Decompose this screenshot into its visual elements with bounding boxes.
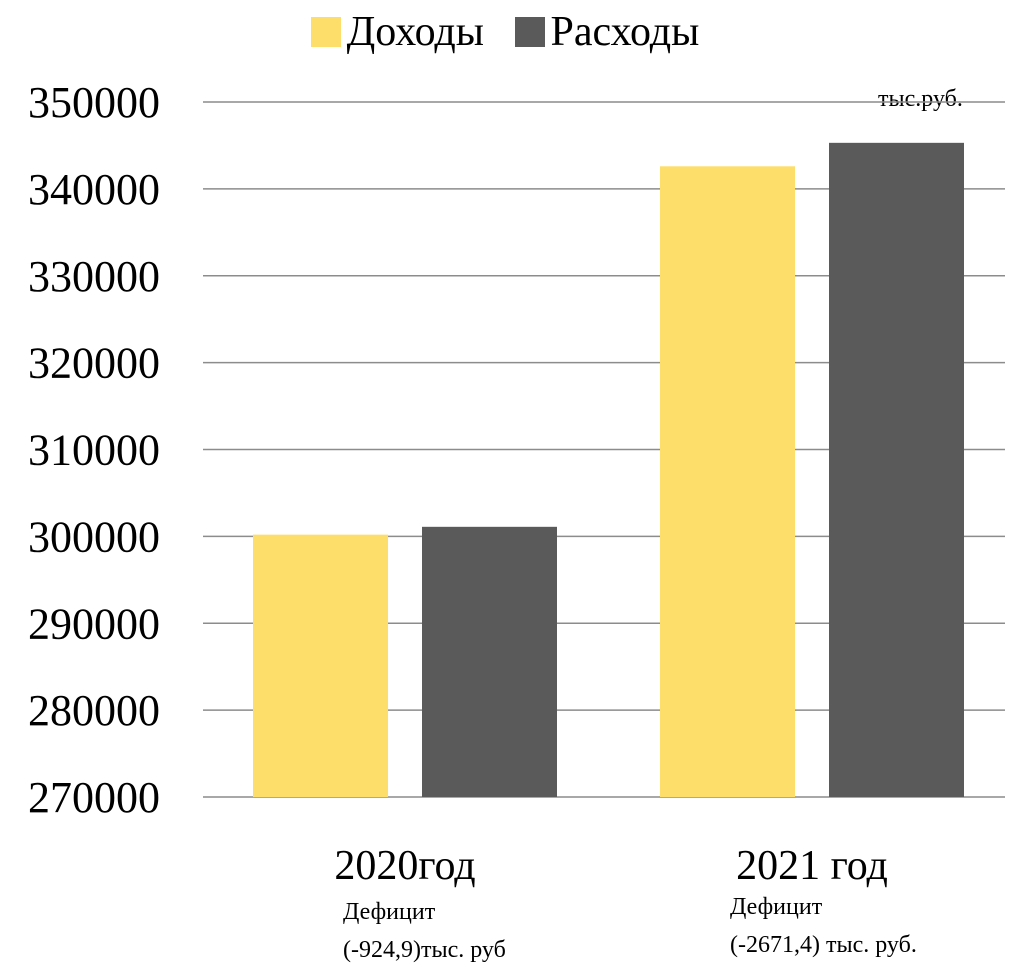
legend-item-income: Доходы — [310, 8, 484, 56]
deficit-note-2020-value: (-924,9)тыс. руб — [343, 937, 506, 963]
y-tick-label: 310000 — [28, 426, 160, 475]
legend-swatch-income — [310, 17, 341, 47]
y-tick-label: 340000 — [28, 165, 160, 214]
y-tick-label: 300000 — [28, 512, 160, 561]
category-label-2021: 2021 год — [736, 843, 888, 889]
y-tick-label: 320000 — [28, 339, 160, 388]
category-label-2020: 2020год — [334, 843, 476, 889]
y-tick-label: 270000 — [28, 773, 160, 822]
bar-income-1 — [660, 166, 795, 798]
y-tick-label: 290000 — [28, 599, 160, 648]
bar-expenses-0 — [422, 526, 557, 797]
y-tick-label: 350000 — [28, 78, 160, 127]
deficit-note-2021-value: (-2671,4) тыс. руб. — [730, 932, 917, 958]
bar-income-0 — [253, 534, 388, 797]
deficit-note-2020-title: Дефицит — [343, 899, 436, 925]
legend-label-expenses: Расходы — [550, 9, 700, 55]
legend-label-income: Доходы — [346, 9, 484, 55]
bar-expenses-1 — [829, 142, 964, 798]
deficit-note-2021: Дефицит (-2671,4) тыс. руб. — [730, 888, 917, 964]
deficit-note-2020: Дефицит (-924,9)тыс. руб — [343, 893, 506, 969]
deficit-note-2021-title: Дефицит — [730, 894, 823, 920]
legend-item-expenses: Расходы — [514, 8, 700, 56]
legend: Доходы Расходы — [0, 8, 1010, 58]
unit-label: тыс.руб. — [878, 86, 963, 112]
y-tick-label: 280000 — [28, 686, 160, 735]
legend-swatch-expenses — [514, 17, 545, 47]
y-tick-label: 330000 — [28, 252, 160, 301]
